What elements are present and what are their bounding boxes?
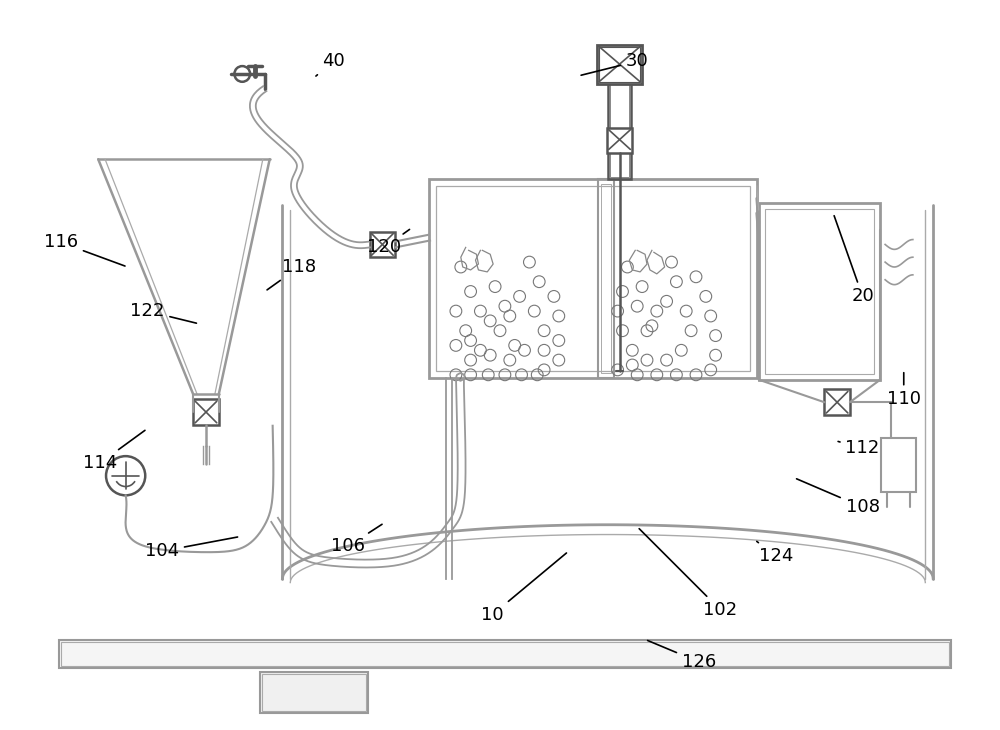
- Bar: [607, 128, 632, 153]
- Text: 106: 106: [331, 524, 382, 556]
- Bar: [370, 231, 395, 257]
- Bar: [765, 210, 874, 374]
- Bar: [599, 47, 640, 82]
- Text: 114: 114: [83, 430, 145, 472]
- Bar: [598, 179, 614, 377]
- Text: 108: 108: [797, 479, 880, 516]
- Text: 10: 10: [481, 553, 566, 624]
- Bar: [759, 203, 880, 380]
- Text: 126: 126: [648, 640, 716, 671]
- Text: 104: 104: [145, 537, 238, 560]
- Bar: [824, 390, 850, 415]
- Circle shape: [106, 456, 145, 496]
- Text: 118: 118: [267, 258, 316, 290]
- Text: 30: 30: [581, 53, 649, 75]
- Bar: [608, 82, 631, 179]
- Bar: [610, 84, 629, 177]
- Text: 20: 20: [834, 216, 874, 305]
- Text: 40: 40: [316, 53, 345, 76]
- Circle shape: [234, 66, 250, 82]
- Text: 116: 116: [44, 234, 125, 266]
- Bar: [61, 642, 949, 666]
- Text: 122: 122: [130, 302, 196, 323]
- Bar: [881, 439, 916, 493]
- Text: 102: 102: [639, 529, 738, 619]
- Bar: [193, 399, 219, 425]
- Text: 120: 120: [367, 229, 410, 256]
- Bar: [601, 184, 611, 373]
- Bar: [429, 179, 757, 377]
- Text: 124: 124: [757, 542, 794, 565]
- Bar: [597, 45, 642, 84]
- Text: 110: 110: [887, 373, 921, 408]
- Bar: [59, 640, 951, 668]
- Bar: [262, 674, 366, 711]
- Bar: [260, 672, 368, 713]
- Bar: [436, 185, 750, 371]
- Text: 112: 112: [838, 439, 880, 457]
